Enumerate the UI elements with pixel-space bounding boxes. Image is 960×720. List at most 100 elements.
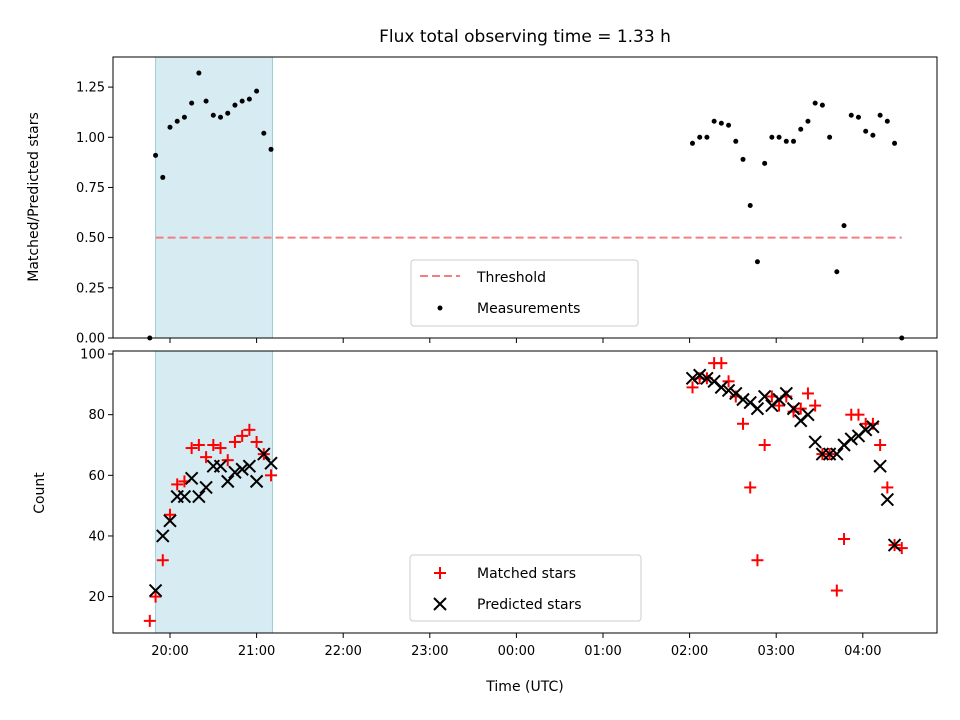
bottom-legend: Matched stars Predicted stars	[409, 554, 642, 622]
measurement-point	[754, 259, 760, 265]
measurement-point	[174, 118, 180, 124]
predicted-star-point	[184, 471, 199, 486]
y-tick-label: 1.25	[76, 81, 105, 96]
measurement-point	[225, 110, 231, 116]
top-panel: 0.00 0.25 0.50 0.75 1.00 1.25 Matched/Predict…	[26, 56, 938, 347]
predicted-star-point	[721, 383, 736, 398]
y-tick-label: 80	[88, 408, 105, 423]
top-panel-frame	[112, 56, 938, 339]
predicted-star-point	[148, 583, 163, 598]
top-legend: Threshold Measurements	[410, 259, 639, 327]
measurement-point	[153, 152, 159, 158]
x-tick-label: 02:00	[671, 644, 708, 659]
x-tick-label: 23:00	[411, 644, 448, 659]
measurement-point	[733, 138, 739, 144]
matched-star-point	[758, 439, 771, 451]
matched-star-point	[794, 402, 807, 415]
measurement-point	[819, 102, 825, 108]
measurement-point	[232, 102, 238, 108]
measurement-point	[747, 203, 753, 209]
matched-star-point	[881, 481, 894, 494]
x-axis-label: Time (UTC)	[485, 679, 563, 695]
matched-star-point	[156, 554, 169, 567]
y-tick-label: 20	[88, 590, 105, 605]
predicted-star-point	[264, 456, 278, 470]
y-tick-label: 1.00	[76, 131, 105, 146]
legend-predicted-label: Predicted stars	[477, 597, 582, 613]
bottom-x-ticks: 20:00 21:00 22:00 23:00 00:00 01:00 02:00 03:00…	[151, 633, 882, 659]
measurement-point	[203, 98, 209, 104]
bottom-panel: 20 40 60 80 100 20:00 21:00 22:00 23:00 00:00 01:…	[32, 348, 938, 695]
predicted-star-point	[199, 480, 213, 495]
legend-matched-label: Matched stars	[477, 566, 576, 582]
matched-star-point	[265, 469, 278, 482]
measurement-point	[841, 223, 847, 229]
matched-star-point	[250, 435, 263, 448]
matched-star-point	[809, 399, 822, 412]
matched-star-point	[228, 435, 241, 448]
bottom-y-axis-label: Count	[32, 472, 48, 514]
predicted-star-points	[148, 368, 902, 598]
matched-star-point	[192, 439, 205, 451]
x-tick-label: 03:00	[757, 644, 794, 659]
top-panel-shaded-band	[155, 56, 273, 339]
matched-star-point	[221, 454, 234, 467]
measurement-points	[147, 70, 905, 341]
measurement-point	[762, 160, 768, 166]
predicted-star-point	[736, 392, 750, 407]
matched-star-point	[838, 533, 851, 545]
predicted-star-point	[808, 435, 822, 449]
measurement-point	[697, 134, 703, 140]
measurement-point	[812, 100, 818, 106]
measurement-point	[704, 134, 710, 140]
measurement-point	[181, 114, 187, 120]
matched-star-point	[751, 554, 764, 567]
y-tick-label: 0.50	[76, 231, 105, 246]
y-tick-label: 40	[88, 529, 105, 544]
measurement-point	[246, 96, 252, 102]
predicted-star-point	[685, 371, 700, 385]
measurement-point	[783, 138, 789, 144]
measurement-point	[167, 124, 173, 130]
measurement-point	[268, 146, 274, 152]
measurement-point	[769, 134, 775, 140]
measurement-point	[855, 114, 861, 120]
bottom-y-ticks: 20 40 60 80 100	[80, 348, 113, 605]
matched-star-point	[171, 478, 184, 491]
y-tick-label: 60	[88, 469, 105, 484]
legend-measurements-swatch	[437, 305, 443, 311]
measurement-point	[740, 156, 746, 162]
measurement-point	[791, 138, 797, 144]
matched-star-point	[236, 429, 249, 442]
measurement-point	[196, 70, 202, 76]
x-tick-label: 22:00	[324, 644, 361, 659]
legend-measurements-label: Measurements	[477, 301, 580, 317]
predicted-star-point	[887, 538, 902, 552]
matched-star-point	[149, 590, 162, 603]
measurement-point	[718, 120, 724, 126]
matched-star-point	[801, 387, 814, 400]
x-tick-label: 04:00	[844, 644, 881, 659]
measurement-point	[827, 134, 833, 140]
matched-star-point	[214, 442, 227, 455]
top-x-ticks	[169, 338, 864, 343]
predicted-star-point	[163, 514, 177, 528]
predicted-star-point	[700, 371, 714, 385]
predicted-star-point	[242, 459, 257, 473]
top-y-ticks: 0.00 0.25 0.50 0.75 1.00 1.25	[76, 81, 113, 347]
predicted-star-point	[221, 474, 235, 489]
bottom-legend-box	[409, 554, 642, 622]
predicted-star-point	[228, 465, 242, 479]
predicted-star-point	[844, 432, 858, 446]
bottom-panel-frame	[112, 350, 938, 634]
top-y-axis-label: Matched/Predicted stars	[26, 112, 42, 282]
measurement-point	[726, 122, 732, 128]
predicted-star-point	[177, 489, 192, 504]
matched-star-point	[243, 423, 256, 436]
y-tick-label: 0.75	[76, 181, 105, 196]
bottom-panel-shaded-band	[155, 350, 273, 634]
predicted-star-point	[786, 401, 801, 416]
predicted-star-point	[156, 529, 170, 543]
predicted-star-point	[830, 447, 844, 461]
